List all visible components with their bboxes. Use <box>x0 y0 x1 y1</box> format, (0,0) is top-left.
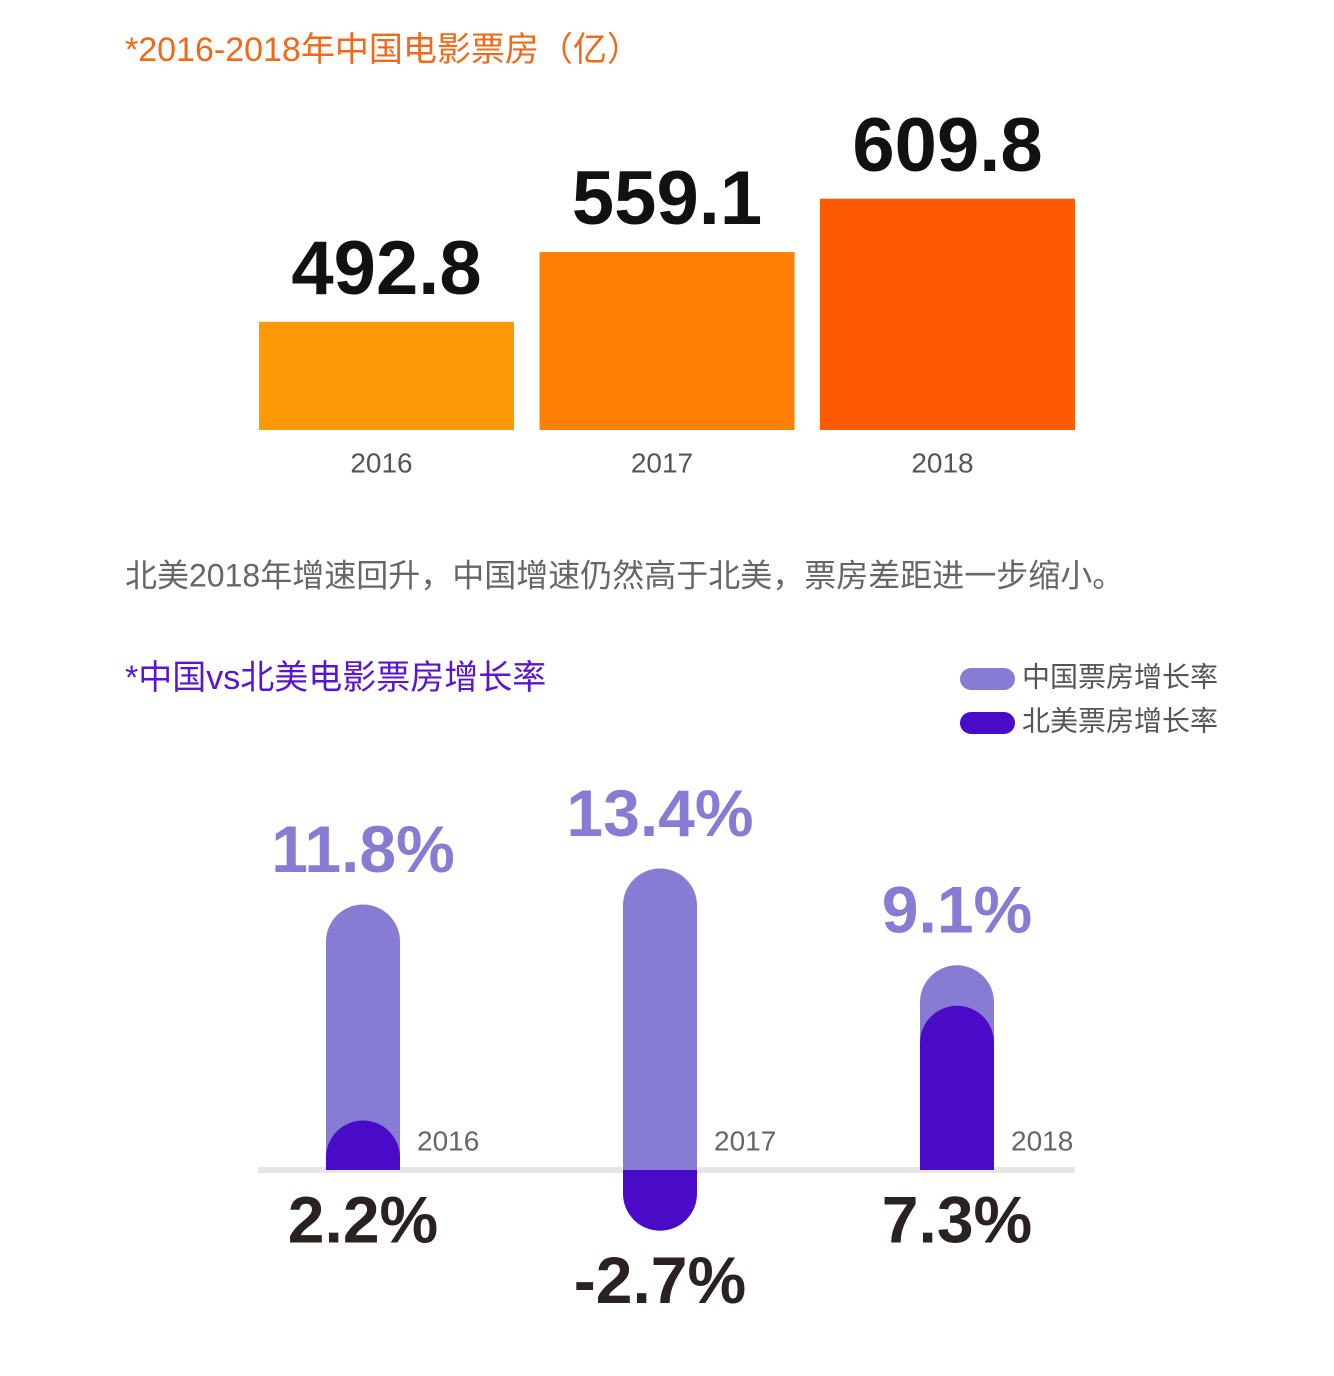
bar <box>539 252 795 430</box>
value-label: 11.8% <box>271 812 455 886</box>
bar <box>326 904 400 1170</box>
legend-swatch <box>960 668 1015 690</box>
bar <box>326 1120 400 1170</box>
legend-label: 北美票房增长率 <box>1022 705 1218 736</box>
value-label: 13.4% <box>566 776 753 850</box>
x-tick-label: 2018 <box>1011 1125 1073 1156</box>
legend-label: 中国票房增长率 <box>1022 661 1218 692</box>
value-label: 559.1 <box>572 156 762 241</box>
bar <box>820 198 1075 430</box>
bar <box>623 868 697 1170</box>
chart-title: *2016-2018年中国电影票房（亿） <box>125 31 641 69</box>
legend-swatch <box>960 712 1015 734</box>
value-label: 7.3% <box>882 1182 1032 1256</box>
x-tick-label: 2016 <box>350 447 412 478</box>
x-tick-label: 2018 <box>911 447 973 478</box>
value-label: 2.2% <box>288 1182 438 1256</box>
bar <box>920 1005 994 1170</box>
bar <box>259 321 514 430</box>
x-tick-label: 2016 <box>417 1125 479 1156</box>
value-label: 9.1% <box>882 873 1032 947</box>
x-tick-label: 2017 <box>631 447 693 478</box>
value-label: -2.7% <box>574 1243 746 1317</box>
bar <box>623 1170 697 1231</box>
x-tick-label: 2017 <box>714 1125 776 1156</box>
value-label: 492.8 <box>291 226 481 311</box>
chart-title: *中国vs北美电影票房增长率 <box>125 659 546 697</box>
value-label: 609.8 <box>852 103 1042 188</box>
paragraph: 北美2018年增速回升，中国增速仍然高于北美，票房差距进一步缩小。 <box>125 557 1124 593</box>
